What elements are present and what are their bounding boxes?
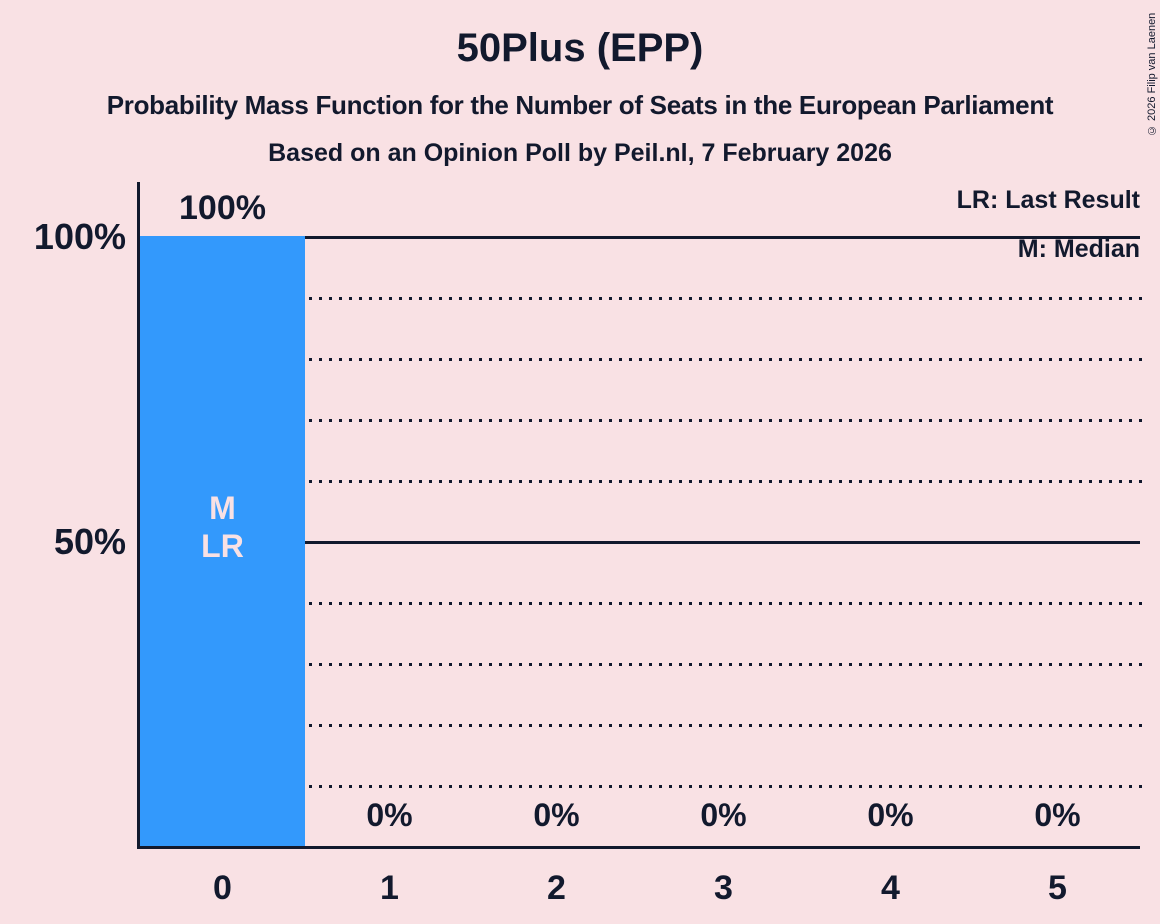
value-label-seat-1: 0% xyxy=(366,797,413,833)
x-tick-label-seat-4: 4 xyxy=(881,869,900,907)
gridline-dotted-30 xyxy=(139,663,1145,666)
gridline-dotted-40 xyxy=(139,602,1145,605)
gridline-solid-100 xyxy=(139,236,1140,239)
gridline-dotted-70 xyxy=(139,419,1145,422)
x-tick-label-seat-2: 2 xyxy=(547,869,566,907)
chart-title: 50Plus (EPP) xyxy=(456,26,704,70)
x-tick-label-seat-1: 1 xyxy=(380,869,399,907)
x-tick-label-seat-5: 5 xyxy=(1048,869,1067,907)
probability-bar-seat-0: M LR xyxy=(140,236,305,846)
value-label-seat-2: 0% xyxy=(533,797,580,833)
bar-value-label-seat-0: 100% xyxy=(179,189,266,227)
y-tick-label-50: 50% xyxy=(53,521,126,562)
gridline-dotted-20 xyxy=(139,724,1145,727)
gridline-dotted-90 xyxy=(139,297,1145,300)
value-label-seat-3: 0% xyxy=(700,797,747,833)
last-result-marker: LR xyxy=(201,528,244,564)
poll-info: Based on an Opinion Poll by Peil.nl, 7 F… xyxy=(268,139,892,167)
x-tick-label-seat-0: 0 xyxy=(213,869,232,907)
median-last-result-markers: M LR xyxy=(140,489,305,565)
median-marker: M xyxy=(209,490,236,526)
legend-last-result-label: LR: Last Result xyxy=(956,186,1140,214)
gridline-dotted-10 xyxy=(139,785,1145,788)
x-tick-label-seat-3: 3 xyxy=(714,869,733,907)
legend-median-label: M: Median xyxy=(1017,235,1140,263)
value-label-seat-4: 0% xyxy=(867,797,914,833)
gridline-dotted-80 xyxy=(139,358,1145,361)
chart-subtitle: Probability Mass Function for the Number… xyxy=(106,90,1054,120)
x-axis-line xyxy=(137,846,1140,849)
y-axis-line xyxy=(137,182,140,849)
copyright-notice: © 2026 Filip van Laenen xyxy=(1146,12,1158,136)
value-label-seat-5: 0% xyxy=(1034,797,1081,833)
gridline-solid-50 xyxy=(139,541,1140,544)
gridline-dotted-60 xyxy=(139,480,1145,483)
y-tick-label-100: 100% xyxy=(33,216,126,257)
